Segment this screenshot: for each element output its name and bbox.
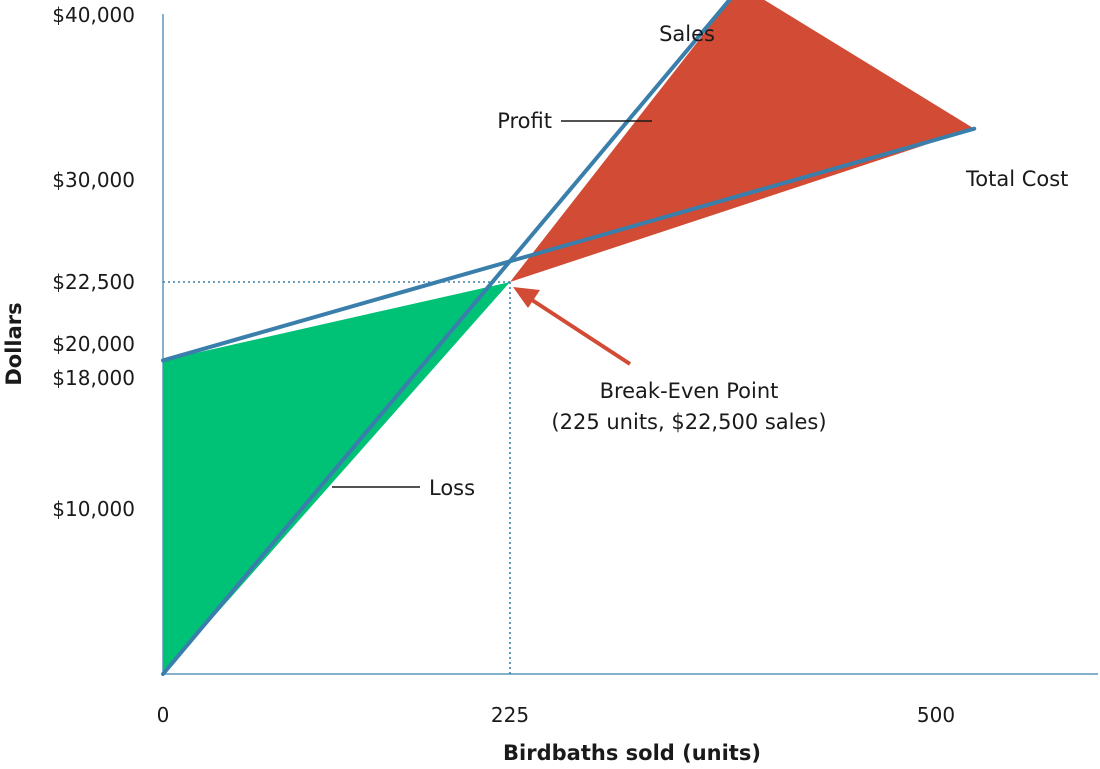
profit-label: Profit — [497, 109, 552, 133]
break-even-label-line1: Break-Even Point — [600, 379, 779, 403]
break-even-label-line2: (225 units, $22,500 sales) — [551, 410, 826, 434]
sales-line — [161, 0, 733, 676]
y-tick-label: $22,500 — [52, 270, 135, 294]
profit-region — [510, 0, 975, 282]
x-axis-title: Birdbaths sold (units) — [503, 741, 761, 765]
y-tick-label: $40,000 — [52, 3, 135, 27]
y-tick-label: $30,000 — [52, 168, 135, 192]
loss-label: Loss — [429, 476, 475, 500]
break-even-arrow-shaft — [530, 298, 632, 366]
x-tick-label: 500 — [917, 703, 955, 727]
x-tick-label: 225 — [491, 703, 529, 727]
break-even-arrow-head — [513, 287, 540, 308]
x-tick-labels: 0 225 500 — [157, 703, 955, 727]
x-tick-label: 0 — [157, 703, 170, 727]
total-cost-line — [161, 126, 977, 363]
y-axis-title: Dollars — [2, 302, 26, 385]
y-tick-label: $18,000 — [52, 366, 135, 390]
total-cost-label: Total Cost — [965, 167, 1068, 191]
sales-label: Sales — [659, 22, 715, 46]
y-tick-label: $10,000 — [52, 497, 135, 521]
loss-region — [163, 282, 510, 674]
y-tick-labels: $10,000 $18,000 $20,000 $22,500 $30,000 $40,0… — [52, 3, 135, 521]
y-tick-label: $20,000 — [52, 332, 135, 356]
